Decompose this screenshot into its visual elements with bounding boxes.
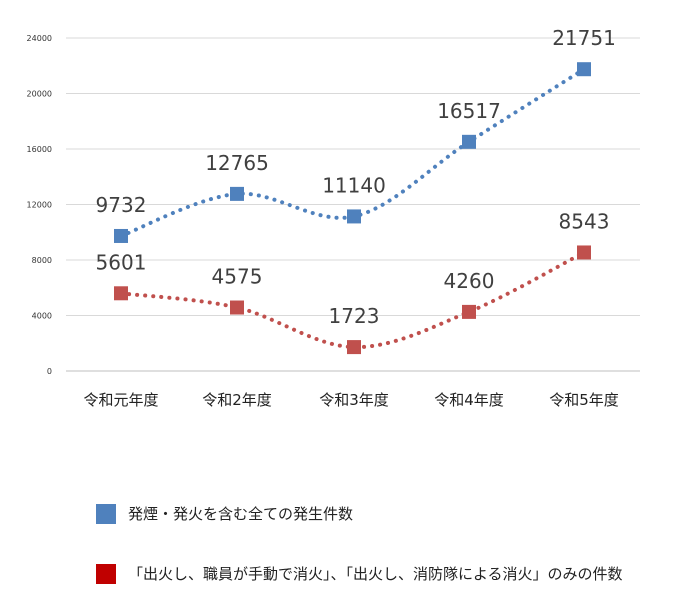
data-point-marker	[347, 340, 361, 355]
data-point-marker	[114, 286, 128, 301]
y-tick-label: 4000	[32, 312, 52, 321]
data-label: 4260	[444, 269, 495, 293]
data-point-marker	[577, 245, 591, 260]
legend-swatch-red	[96, 563, 116, 584]
data-labels: 9732 12765 11140 16517 21751 5601 4575 1723 4260…	[96, 26, 616, 328]
data-label: 16517	[437, 99, 501, 123]
series-lines	[114, 62, 591, 355]
data-label: 4575	[212, 265, 263, 289]
data-label: 21751	[552, 26, 616, 50]
y-tick-label: 20000	[27, 90, 52, 99]
data-label: 8543	[559, 209, 610, 233]
y-tick-label: 0	[47, 367, 52, 376]
data-point-marker	[230, 300, 244, 315]
legend-item-all-fires: 発煙・発火を含む全ての発生件数	[96, 503, 353, 524]
x-tick-label: 令和元年度	[83, 391, 158, 409]
y-tick-label: 16000	[27, 145, 52, 154]
data-label: 5601	[96, 250, 147, 274]
y-tick-label: 12000	[27, 201, 52, 210]
x-tick-label: 令和3年度	[319, 391, 389, 409]
y-tick-label: 8000	[32, 256, 52, 265]
x-tick-label: 令和4年度	[434, 391, 504, 409]
data-label: 11140	[322, 173, 386, 197]
data-point-marker	[347, 209, 361, 224]
data-point-marker	[462, 304, 476, 319]
x-tick-label: 令和5年度	[549, 391, 619, 409]
gridlines	[66, 37, 640, 372]
x-tick-label: 令和2年度	[202, 391, 272, 409]
y-axis-ticks: 0 4000 8000 12000 16000 20000 24000	[27, 34, 52, 376]
legend-label: 「出火し、職員が手動で消火」、「出火し、消防隊による消火」のみの件数	[128, 565, 623, 583]
data-point-marker	[230, 186, 244, 201]
series-line	[119, 250, 586, 350]
y-tick-label: 24000	[27, 34, 52, 43]
legend-item-extinguished: 「出火し、職員が手動で消火」、「出火し、消防隊による消火」のみの件数	[96, 563, 623, 584]
data-point-marker	[114, 228, 128, 243]
data-point-marker	[462, 134, 476, 149]
x-axis-ticks: 令和元年度 令和2年度 令和3年度 令和4年度 令和5年度	[83, 391, 618, 409]
data-point-marker	[577, 62, 591, 77]
data-label: 9732	[96, 193, 147, 217]
legend-label: 発煙・発火を含む全ての発生件数	[128, 505, 354, 523]
data-label: 12765	[205, 151, 269, 175]
legend-swatch-blue	[96, 503, 116, 524]
data-label: 1723	[329, 304, 380, 328]
